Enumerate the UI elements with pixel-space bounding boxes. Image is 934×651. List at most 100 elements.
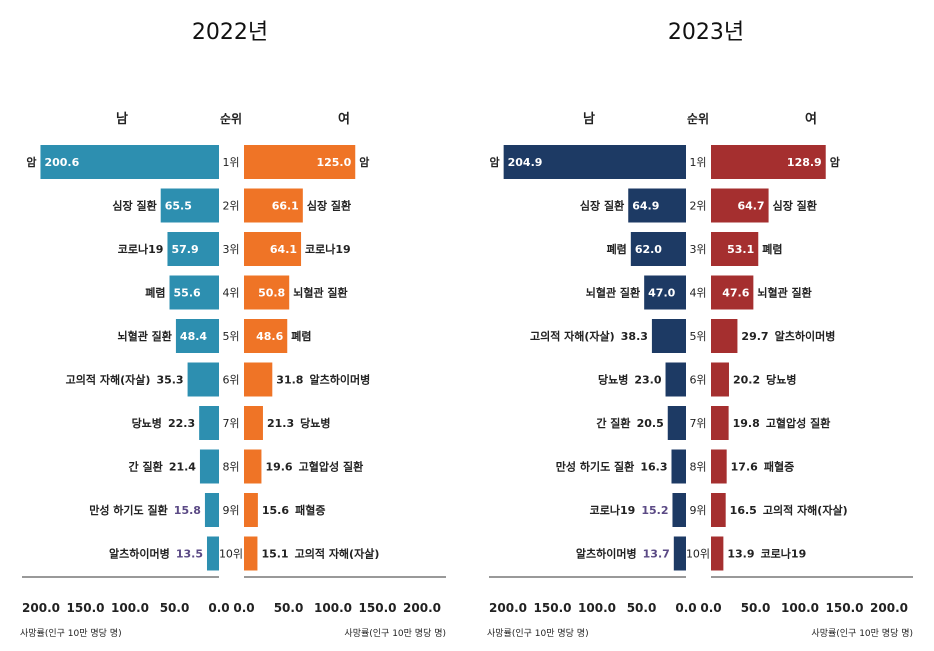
x-tick-label: 100.0: [111, 601, 149, 615]
female-category-label: 코로나19: [761, 547, 807, 561]
female-bar: [711, 536, 724, 571]
rank-label: 4위: [689, 287, 706, 300]
female-category-label: 고의적 자해(자살): [763, 503, 848, 517]
female-category-label: 뇌혈관 질환: [757, 286, 811, 300]
female-value-label: 19.8: [733, 417, 760, 430]
female-category-label: 코로나19: [305, 242, 351, 256]
female-bar: [711, 232, 759, 266]
male-category-label: 고의적 자해(자살): [66, 373, 151, 387]
female-bar: [244, 493, 258, 527]
male-bar: [665, 362, 686, 397]
chart-title-2023: 2023년: [667, 20, 745, 45]
male-bar: [630, 232, 686, 266]
chart-panel-2023: 남 순위 여 204.9 암 1위 128.9 암 64.9 심장 질환 2위 64.7 심장 질환 62…: [487, 111, 913, 639]
male-bar: [644, 275, 686, 310]
x-tick-label: 150.0: [534, 601, 572, 615]
male-value-label: 35.3: [156, 374, 183, 387]
male-header: 남: [116, 111, 128, 127]
rank-label: 3위: [222, 243, 239, 256]
male-category-label: 폐렴: [145, 286, 165, 300]
rank-label: 2위: [222, 200, 239, 213]
female-value-label: 66.1: [272, 200, 299, 213]
female-value-label: 19.6: [265, 461, 292, 474]
rank-header: 순위: [220, 112, 242, 126]
male-value-label: 13.5: [176, 548, 203, 561]
rank-label: 1위: [689, 156, 706, 169]
rank-label: 9위: [689, 504, 706, 517]
x-tick-label: 200.0: [403, 601, 441, 615]
female-bar: [244, 449, 262, 484]
male-category-label: 만성 하기도 질환: [89, 503, 168, 517]
rank-label: 2위: [689, 200, 706, 213]
male-value-label: 204.9: [508, 156, 543, 169]
rank-header: 순위: [687, 112, 709, 126]
female-header: 여: [805, 111, 817, 127]
x-tick-label: 150.0: [359, 601, 397, 615]
male-category-label: 간 질환: [129, 460, 163, 474]
x-axis-caption-right: 사망률(인구 10만 명당 명): [344, 628, 446, 639]
x-tick-label: 50.0: [160, 601, 190, 615]
x-tick-label: 50.0: [627, 601, 657, 615]
male-bar: [651, 319, 686, 353]
female-category-label: 패혈증: [295, 503, 325, 517]
male-bar: [187, 362, 219, 397]
male-category-label: 당뇨병: [598, 373, 628, 387]
rank-label: 5위: [222, 330, 239, 343]
female-value-label: 20.2: [733, 374, 760, 387]
x-tick-label: 100.0: [578, 601, 616, 615]
x-tick-label: 200.0: [489, 601, 527, 615]
rank-label: 8위: [222, 461, 239, 474]
x-tick-label: 0.0: [208, 601, 229, 615]
female-value-label: 15.1: [261, 548, 288, 561]
rank-label: 4위: [222, 287, 239, 300]
rank-label: 8위: [689, 461, 706, 474]
male-bar: [206, 536, 219, 571]
female-value-label: 47.6: [722, 287, 749, 300]
x-tick-label: 200.0: [870, 601, 908, 615]
female-bar: [244, 362, 273, 397]
male-bar: [628, 188, 686, 223]
male-value-label: 15.2: [641, 504, 668, 517]
female-bar: [244, 406, 263, 440]
female-category-label: 당뇨병: [766, 373, 796, 387]
male-value-label: 23.0: [634, 374, 661, 387]
x-axis-caption-left: 사망률(인구 10만 명당 명): [20, 628, 122, 639]
male-value-label: 15.8: [174, 504, 201, 517]
female-value-label: 48.6: [256, 330, 283, 343]
female-bar: [244, 232, 302, 266]
female-value-label: 13.9: [727, 548, 754, 561]
female-category-label: 고의적 자해(자살): [295, 547, 380, 561]
rank-label: 9위: [222, 504, 239, 517]
x-tick-label: 100.0: [314, 601, 352, 615]
x-tick-label: 0.0: [675, 601, 696, 615]
male-category-label: 고의적 자해(자살): [530, 329, 615, 343]
male-category-label: 알츠하이머병: [576, 547, 637, 561]
male-bar: [672, 493, 686, 527]
male-value-label: 55.6: [174, 287, 201, 300]
female-category-label: 고혈압성 질환: [299, 460, 364, 474]
male-category-label: 알츠하이머병: [109, 547, 170, 561]
female-bar: [711, 406, 729, 440]
male-value-label: 65.5: [165, 200, 192, 213]
rank-label: 5위: [689, 330, 706, 343]
chart-title-2022: 2022년: [191, 20, 269, 45]
female-header: 여: [338, 111, 350, 127]
female-value-label: 21.3: [267, 417, 294, 430]
female-bar: [711, 188, 769, 223]
x-tick-label: 50.0: [274, 601, 304, 615]
male-value-label: 62.0: [635, 243, 662, 256]
female-category-label: 패혈증: [764, 460, 794, 474]
male-value-label: 200.6: [44, 156, 79, 169]
male-bar: [175, 319, 219, 353]
male-category-label: 간 질환: [596, 416, 630, 430]
female-category-label: 암: [359, 156, 369, 169]
female-bar: [244, 319, 288, 353]
female-value-label: 128.9: [787, 156, 822, 169]
female-value-label: 53.1: [727, 243, 754, 256]
male-value-label: 16.3: [640, 461, 667, 474]
female-value-label: 29.7: [741, 330, 768, 343]
chart-panel-2022: 남 순위 여 200.6 암 1위 125.0 암 65.5 심장 질환 2위 66.1 심장 질환 57…: [20, 111, 446, 639]
female-bar: [711, 319, 738, 353]
female-category-label: 뇌혈관 질환: [293, 286, 347, 300]
male-value-label: 48.4: [180, 330, 207, 343]
